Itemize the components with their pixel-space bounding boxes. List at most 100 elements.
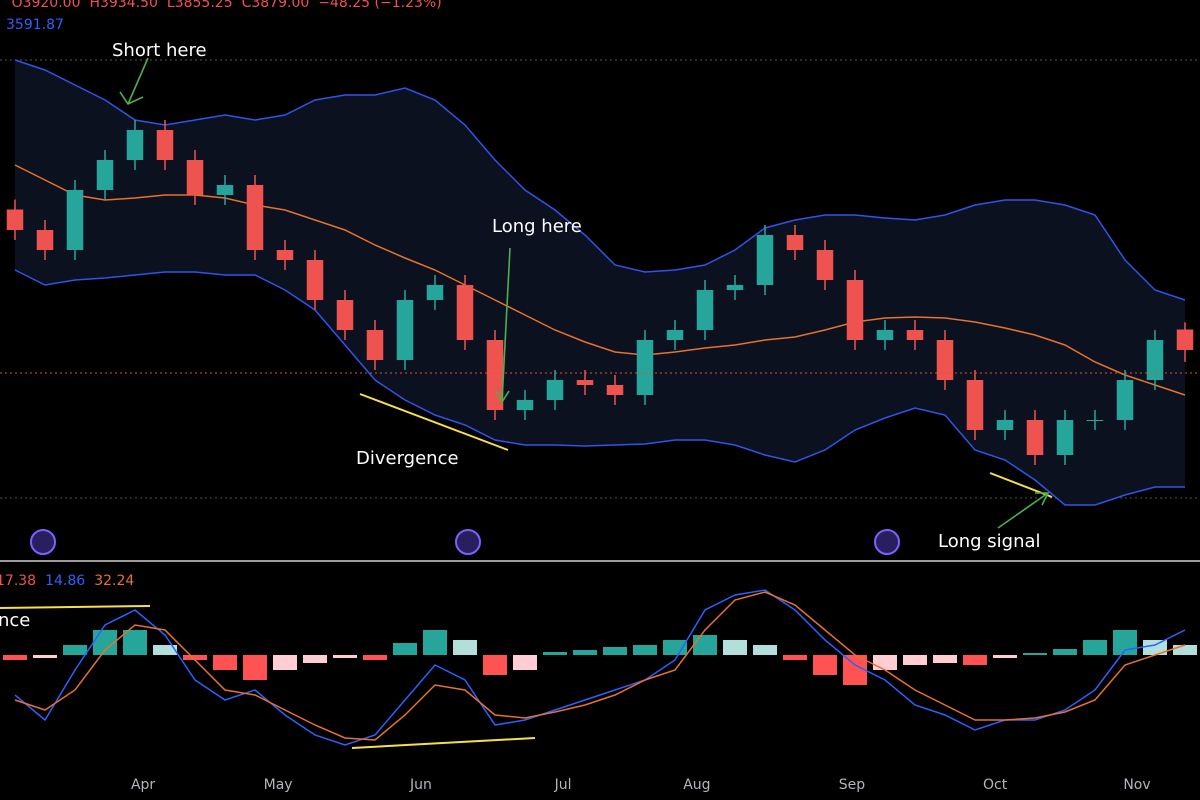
- macd-header: 17.38 14.86 32.24: [0, 573, 134, 589]
- candle-body: [66, 190, 84, 250]
- candle-body: [306, 260, 324, 300]
- header-value: O3920.00: [11, 0, 81, 11]
- arrow: [119, 57, 149, 106]
- candle-body: [966, 380, 984, 430]
- candle-body: [156, 130, 174, 160]
- candle-body: [96, 160, 114, 190]
- histogram-bar: [1023, 653, 1047, 655]
- header-value: −48.25 (−1.23%): [318, 0, 442, 11]
- candle-body: [546, 380, 564, 400]
- histogram-bar: [483, 655, 507, 675]
- month: May: [264, 777, 293, 793]
- band-header: 3591.87: [6, 17, 64, 33]
- candle-body: [186, 160, 204, 195]
- histogram-bar: [903, 655, 927, 665]
- trend-line: [0, 605, 151, 609]
- histogram-bar: [843, 655, 867, 685]
- month: Jun: [409, 777, 432, 793]
- candle-body: [6, 209, 24, 230]
- candle-body: [1116, 380, 1134, 420]
- candle-body: [906, 330, 924, 340]
- histogram-bar: [183, 655, 207, 660]
- candle-body: [396, 300, 414, 360]
- candle-body: [876, 330, 894, 340]
- annotation: Short here: [112, 40, 207, 61]
- candle-body: [756, 235, 774, 285]
- histogram-bar: [273, 655, 297, 670]
- arrow: [997, 492, 1050, 529]
- event-icon: [455, 529, 481, 555]
- arrow: [495, 247, 511, 404]
- histogram-bar: [33, 655, 57, 658]
- band-line: [14, 59, 1186, 301]
- candle-body: [726, 285, 744, 290]
- histogram-bar: [543, 652, 567, 655]
- histogram-bar: [603, 647, 627, 655]
- histogram-bar: [723, 640, 747, 655]
- header-value: 14.86: [45, 573, 86, 589]
- candle-body: [846, 280, 864, 340]
- candle-body: [1176, 329, 1194, 350]
- header-value: 17.38: [0, 573, 37, 589]
- month: Aug: [683, 777, 710, 793]
- header-value: H3934.50: [89, 0, 158, 11]
- annotation: Divergence: [356, 448, 459, 469]
- histogram-bar: [1113, 630, 1137, 655]
- header-value: L3855.25: [166, 0, 233, 11]
- annotation: nce: [0, 610, 31, 631]
- band-value: 3591.87: [6, 17, 64, 33]
- histogram-bar: [783, 655, 807, 660]
- band-fill: [15, 60, 1185, 505]
- histogram-bar: [693, 635, 717, 655]
- candle-body: [516, 400, 534, 410]
- candle-body: [936, 340, 954, 380]
- candle-body: [456, 285, 474, 340]
- month: Apr: [131, 777, 155, 793]
- candle-body: [666, 330, 684, 340]
- candle-body: [576, 380, 594, 385]
- histogram-bar: [1143, 640, 1167, 655]
- trend-line: [359, 393, 509, 451]
- band-line: [14, 164, 1186, 396]
- band-line: [14, 269, 1185, 506]
- candle-body: [816, 250, 834, 280]
- trend-line: [351, 737, 536, 749]
- macd-line: [14, 589, 1186, 746]
- histogram-bar: [663, 640, 687, 655]
- histogram-bar: [633, 645, 657, 655]
- histogram-bar: [453, 640, 477, 655]
- candle-body: [426, 285, 444, 300]
- event-icon: [874, 529, 900, 555]
- histogram-bar: [963, 655, 987, 665]
- candle-body: [486, 340, 504, 410]
- histogram-bar: [243, 655, 267, 680]
- histogram-bar: [393, 643, 417, 655]
- candle-body: [216, 185, 234, 195]
- histogram-bar: [753, 645, 777, 655]
- candle-body: [696, 290, 714, 330]
- header-value: C3879.00: [241, 0, 310, 11]
- candle-body: [36, 230, 54, 250]
- histogram-bar: [423, 630, 447, 655]
- histogram-bar: [213, 655, 237, 670]
- arrows: [119, 57, 1050, 529]
- histogram-bar: [303, 655, 327, 663]
- histogram-bar: [873, 655, 897, 670]
- month: Oct: [983, 777, 1008, 793]
- candle-body: [276, 250, 294, 260]
- candle-body: [606, 385, 624, 395]
- histogram-bar: [933, 655, 957, 663]
- event-icon: [30, 529, 56, 555]
- candle-body: [1086, 420, 1104, 421]
- histogram-bar: [3, 655, 27, 660]
- candle-body: [996, 420, 1014, 430]
- candle-body: [366, 330, 384, 360]
- candle-body: [246, 185, 264, 250]
- header-value: T: [0, 0, 3, 11]
- histogram-bar: [123, 630, 147, 655]
- candle-body: [786, 235, 804, 250]
- candle-body: [336, 300, 354, 330]
- candle-body: [1026, 420, 1044, 455]
